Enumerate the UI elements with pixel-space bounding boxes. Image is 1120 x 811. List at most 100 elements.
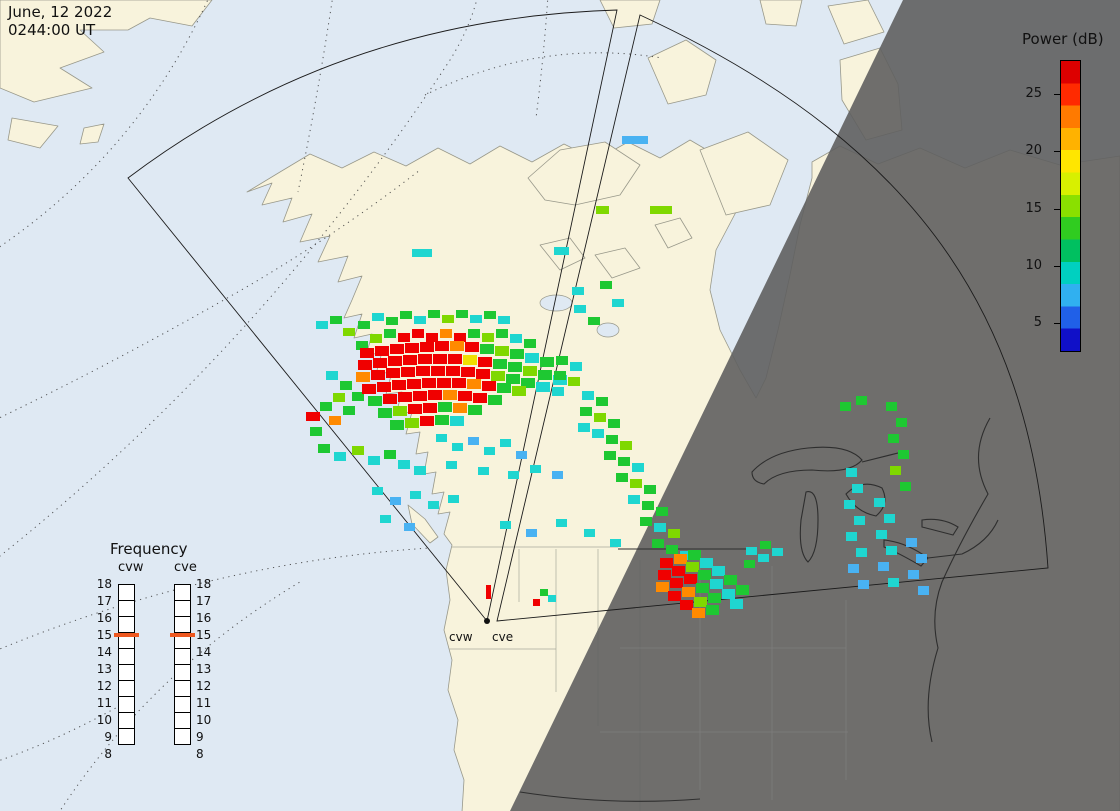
arctic-island — [654, 217, 693, 249]
border-segment — [927, 519, 999, 559]
backscatter-cell — [580, 407, 592, 416]
colorbar-tick-mark — [1054, 208, 1060, 210]
backscatter-cell — [318, 444, 330, 453]
backscatter-cell — [840, 402, 851, 411]
backscatter-cell — [710, 579, 723, 589]
arctic-island — [759, 0, 803, 27]
backscatter-cell — [412, 329, 424, 338]
frequency-tick-label: 12 — [196, 679, 212, 693]
timestamp-date: June, 12 2022 — [8, 3, 113, 21]
backscatter-cell — [334, 452, 346, 461]
radar-site-dot — [484, 618, 490, 624]
backscatter-cell — [692, 608, 705, 618]
arctic-island — [699, 131, 789, 216]
arctic-island — [647, 39, 717, 105]
frequency-tick-label: 10 — [96, 713, 112, 727]
backscatter-cell — [600, 281, 612, 289]
backscatter-cell — [358, 360, 372, 370]
frequency-ladder-cell — [118, 600, 135, 617]
backscatter-cell — [874, 498, 885, 507]
backscatter-cell — [452, 378, 466, 388]
colorbar-tick-label: 5 — [1033, 314, 1042, 330]
backscatter-cell — [552, 387, 564, 396]
arctic-island — [527, 141, 641, 206]
backscatter-cell — [688, 550, 701, 560]
colorbar-tick-label: 10 — [1025, 257, 1042, 273]
frequency-ladder-cell — [174, 600, 191, 617]
backscatter-cell — [478, 357, 492, 367]
backscatter-cell — [401, 367, 415, 377]
colorbar-tick-mark — [1054, 150, 1060, 152]
frequency-ladder-cell — [174, 616, 191, 633]
frequency-tick-label: 16 — [196, 611, 212, 625]
backscatter-cell — [372, 313, 384, 321]
backscatter-cell — [377, 382, 391, 392]
backscatter-cell — [428, 501, 439, 509]
backscatter-cell — [708, 593, 721, 603]
backscatter-cell — [438, 402, 452, 412]
backscatter-cell — [660, 558, 673, 568]
backscatter-cells — [306, 136, 929, 618]
backscatter-cell — [368, 456, 380, 465]
frequency-ticks-cvw: 18 17 16 15 14 13 12 11 10 9 8 — [90, 577, 112, 761]
backscatter-cell — [594, 413, 606, 422]
backscatter-cell — [488, 395, 502, 405]
backscatter-cell — [596, 397, 608, 406]
backscatter-cell — [508, 362, 522, 372]
backscatter-cell — [628, 495, 640, 504]
backscatter-cell — [758, 554, 769, 562]
backscatter-cell — [407, 379, 421, 389]
backscatter-cell — [461, 367, 475, 377]
backscatter-cell — [668, 529, 680, 538]
backscatter-cell — [525, 353, 539, 363]
backscatter-cell — [491, 371, 505, 381]
backscatter-cell — [497, 383, 511, 393]
backscatter-cell — [372, 487, 383, 495]
frequency-ladder-cell — [118, 696, 135, 713]
radar-fov-cvw — [127, 9, 618, 623]
border-segment — [861, 451, 903, 463]
backscatter-cell — [582, 391, 594, 400]
backscatter-cell — [352, 446, 364, 455]
backscatter-cell — [478, 467, 489, 475]
backscatter-cell — [540, 589, 548, 596]
backscatter-cell — [674, 554, 687, 564]
frequency-ladder-cell — [174, 696, 191, 713]
power-colorbar: Power (dB) 25 20 15 10 5 — [1014, 30, 1120, 352]
backscatter-cell — [510, 334, 522, 343]
backscatter-cell — [523, 366, 537, 376]
backscatter-cell — [435, 415, 449, 425]
backscatter-cell — [388, 356, 402, 366]
vancouver-island — [407, 504, 439, 544]
backscatter-cell — [393, 406, 407, 416]
backscatter-cell — [656, 507, 668, 516]
night-features — [519, 417, 999, 802]
backscatter-cell — [435, 341, 449, 351]
frequency-tick-label: 17 — [196, 594, 212, 608]
frequency-ladder-cell — [118, 664, 135, 681]
backscatter-cell — [858, 580, 869, 589]
colorbar-tick-label: 20 — [1025, 142, 1042, 158]
backscatter-cell — [506, 374, 520, 384]
backscatter-cell — [482, 381, 496, 391]
backscatter-cell — [533, 599, 540, 606]
backscatter-cell — [900, 482, 911, 491]
backscatter-cell — [486, 585, 491, 599]
backscatter-cell — [326, 371, 338, 380]
frequency-ticks-cve: 18 17 16 15 14 13 12 11 10 9 8 — [196, 577, 218, 761]
backscatter-cell — [360, 348, 374, 358]
backscatter-cell — [588, 317, 600, 325]
backscatter-cell — [384, 450, 396, 459]
backscatter-cell — [468, 405, 482, 415]
backscatter-cell — [556, 356, 568, 365]
backscatter-cell — [536, 382, 550, 392]
backscatter-cell — [698, 570, 711, 580]
backscatter-cell — [890, 466, 901, 475]
backscatter-cell — [918, 586, 929, 595]
backscatter-cell — [618, 457, 630, 466]
backscatter-cell — [898, 450, 909, 459]
frequency-tick-label: 16 — [96, 611, 112, 625]
backscatter-cell — [320, 402, 332, 411]
frequency-ladder-cell — [118, 648, 135, 665]
backscatter-cell — [886, 546, 897, 555]
